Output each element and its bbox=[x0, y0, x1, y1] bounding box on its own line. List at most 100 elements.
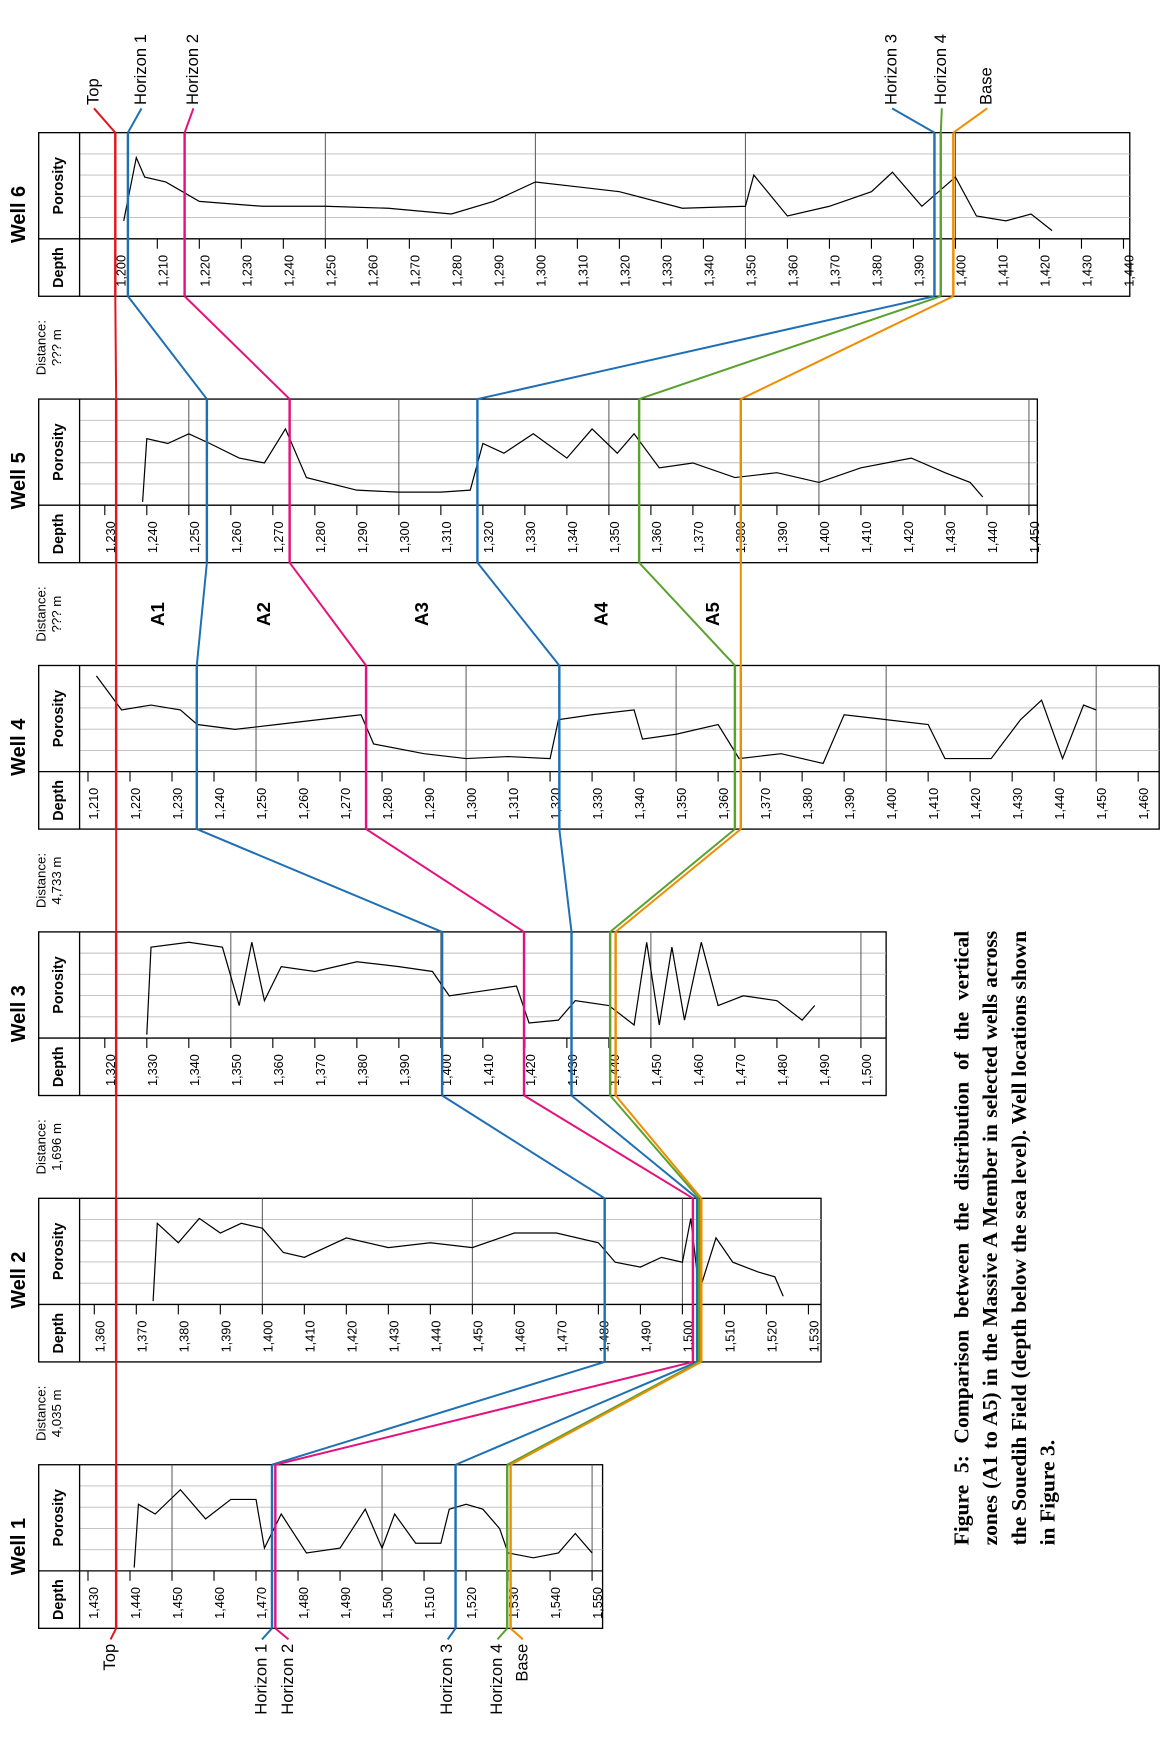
correlation-line bbox=[183, 295, 291, 400]
correlation-line bbox=[638, 562, 736, 667]
porosity-curve bbox=[146, 941, 816, 1035]
depth-tick-label: 1,540 bbox=[548, 1587, 563, 1619]
porosity-curve bbox=[141, 427, 984, 502]
depth-tick-label: 1,260 bbox=[296, 788, 311, 820]
track-label: Porosity bbox=[51, 157, 67, 214]
depth-tick-label: 1,240 bbox=[212, 788, 227, 820]
depth-tick-label: 1,370 bbox=[313, 1054, 328, 1086]
well-name: Well 5 bbox=[8, 452, 30, 509]
horizon-label: Horizon 4 bbox=[931, 34, 950, 105]
depth-tick-label: 1,470 bbox=[733, 1054, 748, 1086]
distance-value: 1,696 m bbox=[49, 1123, 64, 1171]
correlation-line bbox=[441, 1094, 606, 1200]
track-label: Porosity bbox=[51, 423, 67, 480]
depth-tick-label: 1,240 bbox=[281, 255, 296, 287]
horizon-label: Horizon 2 bbox=[183, 34, 202, 105]
depth-tick-label: 1,490 bbox=[638, 1321, 653, 1353]
track-label: Depth bbox=[51, 780, 67, 821]
depth-tick-label: 1,530 bbox=[806, 1321, 821, 1353]
horizon-label: Horizon 4 bbox=[487, 1644, 506, 1715]
track-label: Depth bbox=[51, 1313, 67, 1354]
depth-tick-label: 1,250 bbox=[254, 788, 269, 820]
depth-tick-label: 1,240 bbox=[145, 521, 160, 553]
depth-tick-label: 1,410 bbox=[995, 255, 1010, 287]
depth-tick-label: 1,320 bbox=[103, 1054, 118, 1086]
label-leader bbox=[939, 108, 943, 133]
depth-tick-label: 1,310 bbox=[506, 788, 521, 820]
depth-tick-label: 1,290 bbox=[355, 521, 370, 553]
horizon-label: Horizon 1 bbox=[251, 1644, 270, 1715]
label-leader bbox=[496, 1627, 508, 1641]
zone-label: A3 bbox=[411, 602, 432, 626]
depth-tick-label: 1,490 bbox=[338, 1587, 353, 1619]
label-leader bbox=[891, 107, 935, 134]
depth-tick-label: 1,370 bbox=[691, 521, 706, 553]
depth-tick-label: 1,400 bbox=[260, 1321, 275, 1353]
depth-tick-label: 1,510 bbox=[722, 1321, 737, 1353]
depth-tick-label: 1,210 bbox=[86, 788, 101, 820]
correlation-line bbox=[523, 1094, 694, 1200]
depth-tick-label: 1,380 bbox=[176, 1321, 191, 1353]
depth-tick-label: 1,340 bbox=[632, 788, 647, 820]
track-label: Porosity bbox=[51, 956, 67, 1013]
horizon-label: Horizon 3 bbox=[881, 34, 900, 105]
well-panel bbox=[38, 664, 1160, 830]
depth-tick-label: 1,400 bbox=[817, 521, 832, 553]
depth-tick-label: 1,450 bbox=[470, 1321, 485, 1353]
depth-tick-label: 1,450 bbox=[1094, 788, 1109, 820]
depth-tick-label: 1,360 bbox=[649, 521, 664, 553]
well-panel bbox=[38, 931, 887, 1097]
depth-tick-label: 1,470 bbox=[254, 1587, 269, 1619]
depth-tick-label: 1,460 bbox=[512, 1321, 527, 1353]
depth-tick-label: 1,390 bbox=[911, 255, 926, 287]
horizon-label: Horizon 2 bbox=[278, 1644, 297, 1715]
depth-tick-label: 1,360 bbox=[271, 1054, 286, 1086]
horizon-label: Base bbox=[512, 1644, 531, 1682]
well-name: Well 4 bbox=[8, 719, 30, 776]
distance-label: Distance: bbox=[34, 1119, 49, 1174]
correlation-line bbox=[570, 1094, 698, 1200]
depth-tick-label: 1,310 bbox=[575, 255, 590, 287]
caption: Figure 5: Comparison between the distrib… bbox=[950, 930, 1061, 1546]
correlation-line bbox=[740, 295, 954, 400]
depth-tick-label: 1,370 bbox=[134, 1321, 149, 1353]
depth-tick-label: 1,280 bbox=[449, 255, 464, 287]
depth-tick-label: 1,440 bbox=[128, 1587, 143, 1619]
depth-tick-label: 1,350 bbox=[743, 255, 758, 287]
depth-tick-label: 1,300 bbox=[533, 255, 548, 287]
depth-tick-label: 1,290 bbox=[422, 788, 437, 820]
depth-tick-label: 1,490 bbox=[817, 1054, 832, 1086]
depth-tick-label: 1,400 bbox=[953, 255, 968, 287]
distance-label: Distance: bbox=[34, 586, 49, 641]
correlation-line bbox=[275, 1360, 694, 1466]
depth-tick-label: 1,450 bbox=[1027, 521, 1042, 553]
depth-tick-label: 1,470 bbox=[554, 1321, 569, 1353]
depth-tick-label: 1,460 bbox=[212, 1587, 227, 1619]
label-leader bbox=[127, 107, 143, 134]
depth-tick-label: 1,360 bbox=[785, 255, 800, 287]
correlation-line bbox=[271, 1360, 605, 1466]
correlation-line bbox=[609, 1094, 700, 1199]
depth-tick-label: 1,520 bbox=[764, 1321, 779, 1353]
depth-tick-label: 1,350 bbox=[607, 521, 622, 553]
depth-tick-label: 1,290 bbox=[491, 255, 506, 287]
depth-tick-label: 1,280 bbox=[380, 788, 395, 820]
zone-label: A5 bbox=[702, 602, 723, 626]
depth-tick-label: 1,370 bbox=[758, 788, 773, 820]
label-leader bbox=[446, 1627, 457, 1640]
label-leader bbox=[261, 1627, 273, 1641]
depth-tick-label: 1,350 bbox=[229, 1054, 244, 1086]
depth-tick-label: 1,220 bbox=[197, 255, 212, 287]
correlation-line bbox=[614, 1094, 703, 1199]
well-name: Well 3 bbox=[8, 985, 30, 1042]
depth-tick-label: 1,320 bbox=[481, 521, 496, 553]
label-leader bbox=[274, 1627, 290, 1641]
depth-tick-label: 1,250 bbox=[323, 255, 338, 287]
well-name: Well 6 bbox=[8, 186, 30, 243]
depth-tick-label: 1,230 bbox=[239, 255, 254, 287]
correlation-line bbox=[609, 828, 736, 933]
depth-tick-label: 1,320 bbox=[617, 255, 632, 287]
correlation-line bbox=[127, 295, 208, 400]
